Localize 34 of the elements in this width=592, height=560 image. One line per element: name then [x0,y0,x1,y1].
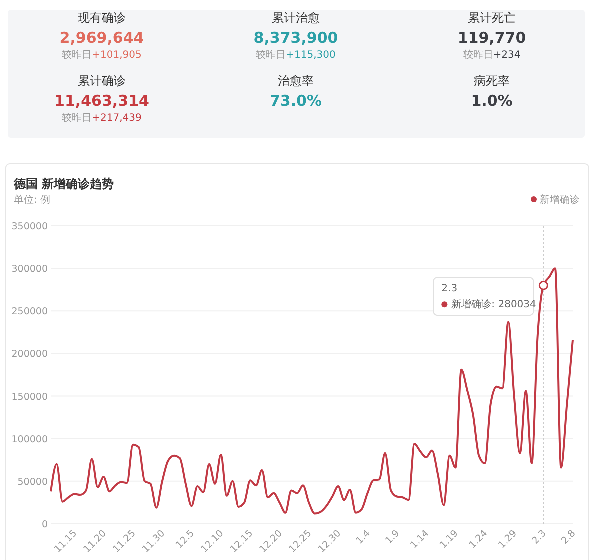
y-tick-label: 300000 [12,264,48,276]
y-tick-label: 0 [42,520,48,530]
text: 较昨日+115,300 [256,50,336,61]
y-tick-label: 150000 [12,392,48,403]
category-label: 病死率 [474,74,510,88]
text: 11,463,314 [54,92,150,110]
y-tick-label: 50000 [18,476,48,488]
x-tick-label: 1.4 [354,528,373,547]
y-tick-label: 250000 [12,306,48,318]
line-series [50,268,574,515]
text: 较昨日+101,905 [62,50,142,61]
y-tick-label: 200000 [12,349,48,360]
x-tick-label: 1.9 [384,528,402,547]
category-label: 现有确诊 [78,11,126,25]
x-tick-label: 2.8 [560,528,578,547]
chart-title: 德国 新增确诊趋势 [13,177,114,191]
category-label: 累计治愈 [272,11,320,25]
text: 较昨日+217,439 [62,113,142,124]
text: 8,373,900 [254,29,338,47]
legend-label: 新增确诊 [540,194,580,206]
chart-subtitle: 单位: 例 [14,194,51,206]
text: 较昨日+234 [463,50,521,61]
text: 1.0% [471,92,513,110]
text: 2,969,644 [60,29,144,47]
text: 73.0% [270,92,322,110]
x-tick-label: 2.3 [530,528,549,547]
annotation: 新增确诊: 280034 [452,298,536,311]
y-tick-label: 350000 [12,222,48,232]
text: 119,770 [458,29,526,47]
tooltip: 2.3 新增确诊: 280034 [433,277,536,316]
category-label: 累计死亡 [468,11,516,25]
category-label: 治愈率 [278,74,314,88]
category-label: 累计确诊 [78,74,126,88]
y-tick-label: 100000 [12,434,48,446]
